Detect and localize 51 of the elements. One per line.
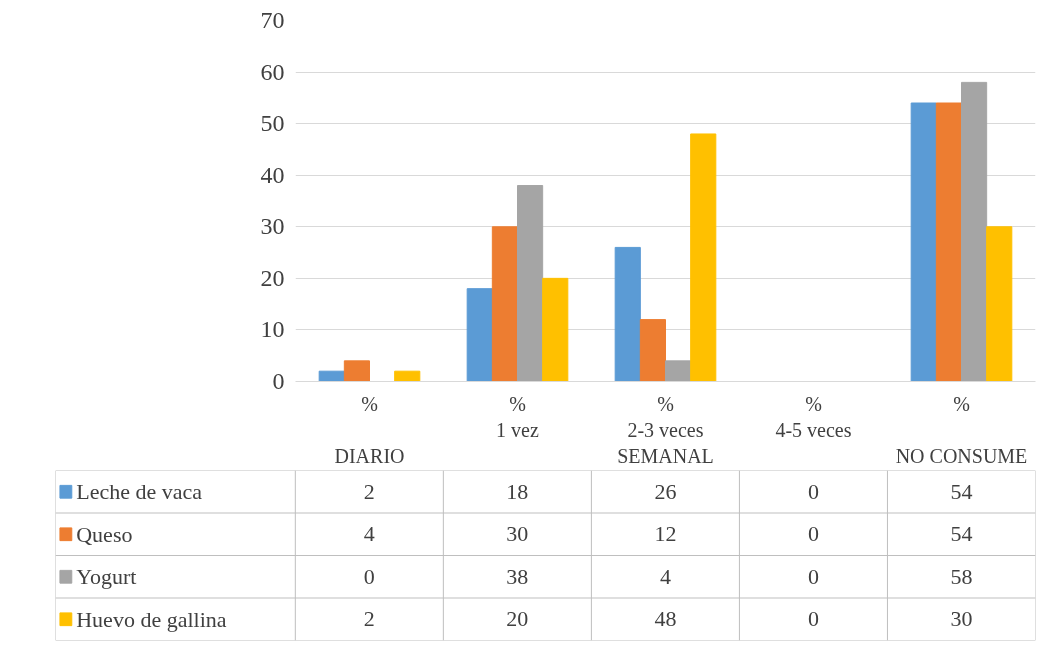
data-label: 0 — [807, 478, 819, 504]
y-tick-label: 0 — [272, 368, 285, 394]
data-label: 30 — [950, 606, 973, 632]
bar — [665, 360, 692, 382]
x-tick-label: % 1 vez — [496, 392, 539, 441]
data-label: 0 — [807, 563, 819, 589]
bar — [961, 81, 988, 382]
data-label: 12 — [654, 521, 677, 547]
y-tick-label: 40 — [260, 161, 285, 188]
bar — [935, 102, 962, 382]
y-tick-label: 20 — [260, 264, 285, 291]
data-label: 38 — [506, 563, 529, 589]
category-label: % NO CONSUME — [895, 392, 1028, 468]
data-label: 2 — [363, 478, 375, 504]
data-label: 54 — [950, 478, 973, 504]
bar — [466, 288, 493, 382]
y-tick-label: 10 — [260, 316, 285, 343]
data-label: 48 — [654, 606, 677, 632]
bar — [910, 102, 937, 382]
data-label: 0 — [807, 521, 819, 547]
y-tick-label: 30 — [260, 213, 285, 240]
bar — [517, 185, 544, 382]
data-label: 20 — [506, 606, 529, 632]
bar — [639, 319, 666, 382]
data-label: 30 — [506, 521, 529, 547]
data-label: 58 — [950, 563, 973, 589]
bar — [394, 370, 421, 382]
data-label: 54 — [950, 521, 973, 547]
bar — [343, 360, 370, 382]
y-tick-label: 70 — [260, 7, 285, 33]
legend-label: Yogurt — [76, 564, 137, 590]
category-label: % DIARIO — [334, 392, 405, 468]
y-tick-label: 50 — [260, 110, 285, 137]
x-tick-label: % 4-5 veces — [775, 392, 852, 441]
bar — [986, 226, 1013, 382]
bar — [614, 246, 641, 382]
x-tick-label: % 2-3 veces SEMANAL — [617, 392, 714, 468]
data-label: 0 — [807, 606, 819, 632]
legend-label: Huevo de gallina — [76, 606, 227, 632]
y-tick-label: 60 — [260, 58, 285, 85]
data-label: 2 — [363, 606, 375, 632]
data-label: 26 — [654, 478, 677, 504]
legend-label: Leche de vaca — [76, 479, 203, 505]
bar — [690, 133, 717, 382]
data-label: 0 — [363, 563, 375, 589]
data-label: 4 — [363, 521, 375, 547]
data-label: 4 — [659, 563, 671, 589]
bar — [542, 277, 569, 382]
data-label: 18 — [506, 478, 529, 504]
bar — [491, 226, 518, 382]
legend-label: Queso — [76, 521, 133, 547]
